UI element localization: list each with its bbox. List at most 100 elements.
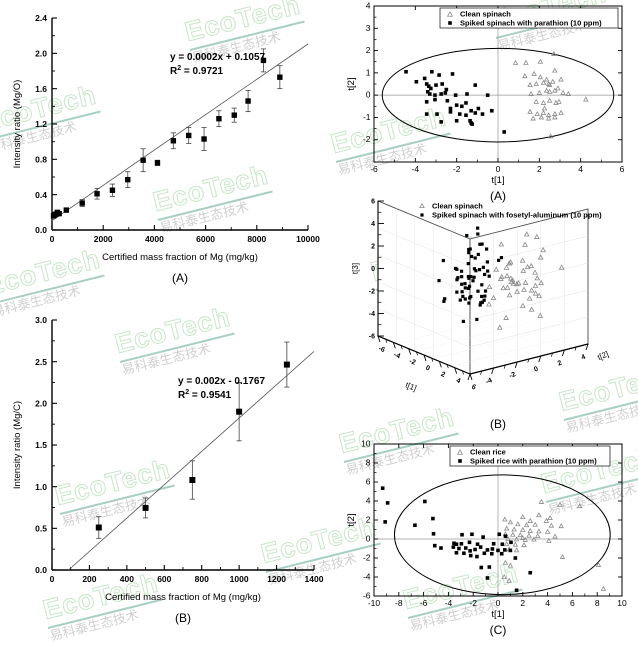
equation-label: y = 0.0002x + 0.1057 [170, 52, 266, 63]
data-point-square [432, 543, 437, 548]
y-tick [561, 349, 565, 357]
data-point-square [439, 92, 443, 96]
data-point-square [464, 113, 468, 117]
data-point-triangle [543, 517, 550, 523]
z-tick-label: -2 [369, 289, 375, 296]
data-point-square [476, 232, 480, 236]
data-point-triangle [540, 246, 547, 253]
data-point-triangle [506, 292, 513, 298]
data-point-square [480, 112, 485, 116]
data-point-square [423, 499, 427, 504]
x-tick-label: 0 [496, 164, 501, 174]
data-point-square [476, 106, 481, 111]
x-tick-label: -6 [370, 164, 378, 174]
data-point-triangle [533, 98, 540, 104]
data-point-triangle [536, 292, 543, 299]
data-point-triangle [540, 99, 547, 105]
data-point-triangle [503, 541, 510, 547]
data-point-square [483, 294, 487, 298]
data-point-triangle [515, 521, 521, 527]
data-point-square [95, 524, 102, 531]
grid-line [396, 313, 515, 344]
calibration-mgc-chart: 0 200 400 600 800 1000 1200 1400 0.0 0.5 1.0 1.5 2.0… [12, 315, 324, 625]
y-tick-label: 2 [366, 515, 371, 525]
x-minor-tick [416, 351, 418, 356]
data-point-square [500, 542, 505, 547]
y-tick-label: -2 [363, 553, 371, 563]
data-point-square [496, 548, 500, 553]
data-point-square [455, 278, 459, 282]
data-point-triangle [557, 501, 563, 507]
data-point-square [473, 83, 478, 87]
data-point-triangle [506, 260, 513, 266]
z-tick-label: 6 [371, 199, 375, 206]
data-point-square [201, 136, 207, 142]
y-tick-label: 0.0 [35, 225, 47, 235]
legend-marker-square [420, 213, 424, 217]
data-point-triangle [536, 512, 542, 518]
data-point-square [170, 138, 177, 144]
data-point-square [470, 122, 474, 126]
data-point-square [475, 317, 479, 322]
r-squared-label: R2 = 0.9721 [170, 65, 224, 77]
data-point-square [513, 556, 518, 560]
legend-marker-square [458, 459, 462, 463]
data-point-square [454, 542, 459, 547]
data-point-square [451, 545, 456, 549]
z-tick-label: 0 [371, 266, 375, 273]
data-point-square [457, 112, 462, 116]
x-tick-label: -10 [368, 598, 381, 608]
data-point-square [491, 541, 496, 546]
data-point-square [448, 106, 453, 111]
x-tick-label: 1200 [267, 574, 286, 584]
panel-calibration-mgo: 0 2000 4000 6000 8000 10000 0.0 0.4 0.8 1.2 1.6 2.0… [0, 0, 330, 290]
r-squared-label: R2 = 0.9541 [178, 389, 232, 401]
data-point-square [476, 289, 480, 293]
data-point-square [460, 282, 464, 286]
data-point-square [497, 532, 502, 537]
data-point-square [487, 565, 492, 569]
x-tick-label: 4000 [145, 234, 164, 244]
y-tick-label: 0 [533, 366, 539, 374]
data-point-triangle [522, 73, 528, 79]
legend-label: Spiked spinach with fosetyl-aluminum (10… [432, 210, 602, 219]
data-point-triangle [546, 97, 553, 103]
x-axis-label: t[1] [404, 380, 418, 393]
data-point-triangle [523, 231, 530, 237]
data-point-square [461, 294, 465, 299]
data-point-triangle [533, 233, 540, 239]
x-tick-label: 200 [82, 574, 96, 584]
data-point-triangle [538, 279, 545, 286]
data-point-triangle [527, 517, 534, 523]
x-minor-tick [385, 339, 388, 343]
plot-wall-right [469, 208, 589, 375]
data-point-triangle [493, 266, 500, 272]
x-tick-label: 4 [455, 377, 461, 385]
data-point-square [463, 297, 467, 301]
data-point-triangle [490, 294, 497, 300]
x-axis-label: Certified mass fraction of Mg (mg/kg) [105, 592, 261, 603]
x-tick-label: 2000 [94, 234, 113, 244]
data-point-triangle [552, 114, 558, 120]
panel-label: (A) [172, 271, 188, 285]
data-point-square [424, 82, 429, 86]
panel-calibration-mgc: 0 200 400 600 800 1000 1200 1400 0.0 0.5 1.0 1.5 2.0… [0, 292, 330, 646]
data-point-square [468, 549, 472, 553]
data-point-triangle [560, 89, 566, 95]
data-point-square [496, 258, 501, 262]
data-point-square [478, 303, 482, 307]
grid-line [377, 254, 471, 294]
y-tick-label: 4 [366, 1, 371, 11]
data-point-triangle [558, 264, 565, 270]
data-point-square [450, 72, 455, 76]
x-axis-label: t[1] [491, 609, 504, 620]
legend-box [449, 445, 611, 467]
data-point-square [470, 254, 474, 259]
grid-line [469, 316, 589, 348]
data-point-triangle [534, 111, 541, 116]
panel-pca3d-spinach-fosetyl: -6 -4 -2 0 2 4 6 t[3] -6 -4 -2 0 2 4 6 t[1] -4 -2 0 2 4 t[2] C… [330, 196, 638, 436]
x-tick-label: 400 [120, 574, 134, 584]
data-point-square [482, 551, 487, 556]
data-point-triangle [528, 306, 535, 312]
data-point-triangle [533, 80, 540, 86]
